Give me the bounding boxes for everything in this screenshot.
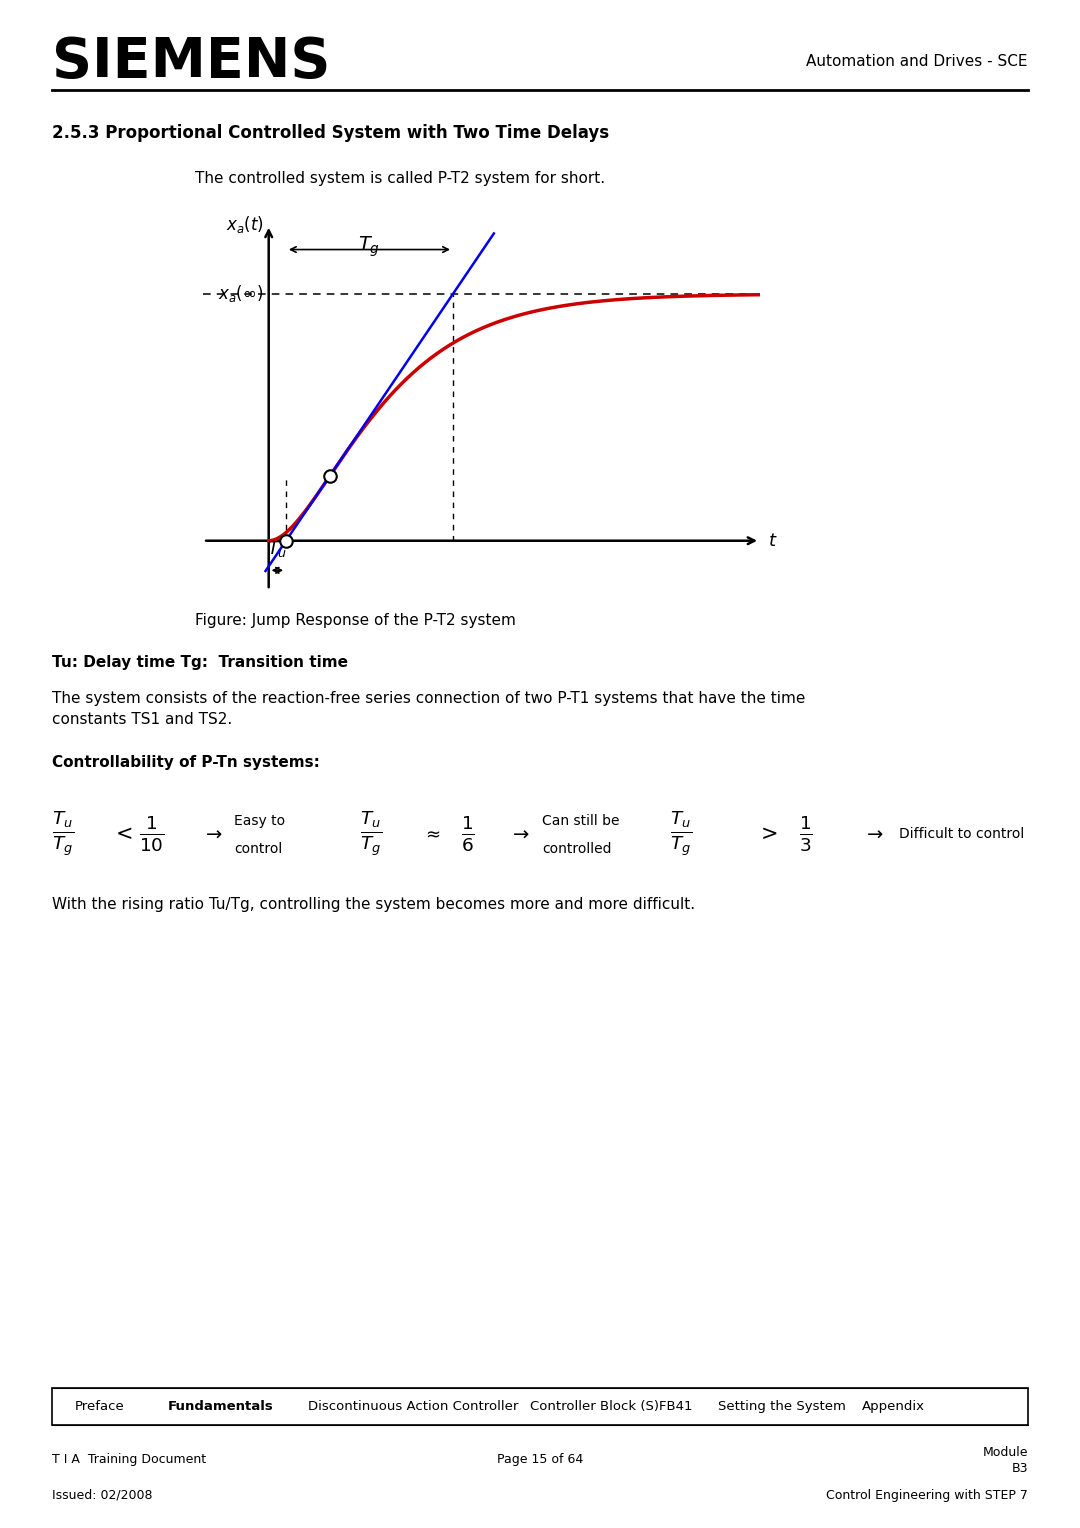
Text: Figure: Jump Response of the P-T2 system: Figure: Jump Response of the P-T2 system (195, 613, 516, 628)
Text: $x_a(t)$: $x_a(t)$ (226, 214, 264, 235)
Text: $\rightarrow$: $\rightarrow$ (509, 824, 530, 843)
Text: Control Engineering with STEP 7: Control Engineering with STEP 7 (826, 1488, 1028, 1502)
Text: constants TS1 and TS2.: constants TS1 and TS2. (52, 712, 232, 727)
Text: $\approx$: $\approx$ (422, 825, 441, 842)
Text: Tu: Delay time Tg:  Transition time: Tu: Delay time Tg: Transition time (52, 654, 348, 669)
Text: $\frac{T_u}{T_g}$: $\frac{T_u}{T_g}$ (360, 808, 382, 859)
Text: Can still be: Can still be (542, 814, 620, 828)
Text: $<$: $<$ (111, 824, 133, 843)
Text: Automation and Drives - SCE: Automation and Drives - SCE (807, 55, 1028, 69)
Text: $t$: $t$ (768, 532, 778, 550)
Text: $\frac{1}{10}$: $\frac{1}{10}$ (138, 813, 164, 854)
Text: Module: Module (983, 1445, 1028, 1459)
Text: $\rightarrow$: $\rightarrow$ (202, 824, 224, 843)
Text: $\rightarrow$: $\rightarrow$ (863, 824, 885, 843)
Text: Controllability of P-Tn systems:: Controllability of P-Tn systems: (52, 755, 320, 770)
Text: Difficult to control: Difficult to control (900, 827, 1024, 840)
Text: With the rising ratio Tu/Tg, controlling the system becomes more and more diffic: With the rising ratio Tu/Tg, controlling… (52, 897, 696, 912)
Bar (52, 1387, 1028, 1426)
Text: control: control (234, 842, 283, 856)
Text: $\frac{T_u}{T_g}$: $\frac{T_u}{T_g}$ (670, 808, 692, 859)
Text: $T_u$: $T_u$ (267, 539, 287, 559)
Text: The controlled system is called P-T2 system for short.: The controlled system is called P-T2 sys… (195, 171, 605, 185)
Text: Page 15 of 64: Page 15 of 64 (497, 1453, 583, 1467)
Text: Discontinuous Action Controller: Discontinuous Action Controller (308, 1400, 518, 1413)
Text: $\frac{T_u}{T_g}$: $\frac{T_u}{T_g}$ (52, 808, 75, 859)
Text: B3: B3 (1012, 1461, 1028, 1475)
Text: SIEMENS: SIEMENS (52, 35, 330, 89)
Text: Easy to: Easy to (234, 814, 285, 828)
Text: $\frac{1}{3}$: $\frac{1}{3}$ (799, 813, 812, 854)
Text: Issued: 02/2008: Issued: 02/2008 (52, 1488, 152, 1502)
Text: Controller Block (S)FB41: Controller Block (S)FB41 (530, 1400, 692, 1413)
Text: $x_a(\infty)$: $x_a(\infty)$ (218, 284, 264, 304)
Text: $T_g$: $T_g$ (359, 235, 380, 260)
Text: $\frac{1}{6}$: $\frac{1}{6}$ (461, 813, 474, 854)
Text: Preface: Preface (75, 1400, 125, 1413)
Text: The system consists of the reaction-free series connection of two P-T1 systems t: The system consists of the reaction-free… (52, 691, 806, 706)
Text: controlled: controlled (542, 842, 612, 856)
Text: $>$: $>$ (756, 824, 778, 843)
Text: Appendix: Appendix (862, 1400, 924, 1413)
Text: Fundamentals: Fundamentals (168, 1400, 273, 1413)
Text: T I A  Training Document: T I A Training Document (52, 1453, 206, 1467)
Text: 2.5.3 Proportional Controlled System with Two Time Delays: 2.5.3 Proportional Controlled System wit… (52, 124, 609, 142)
Text: Setting the System: Setting the System (718, 1400, 846, 1413)
